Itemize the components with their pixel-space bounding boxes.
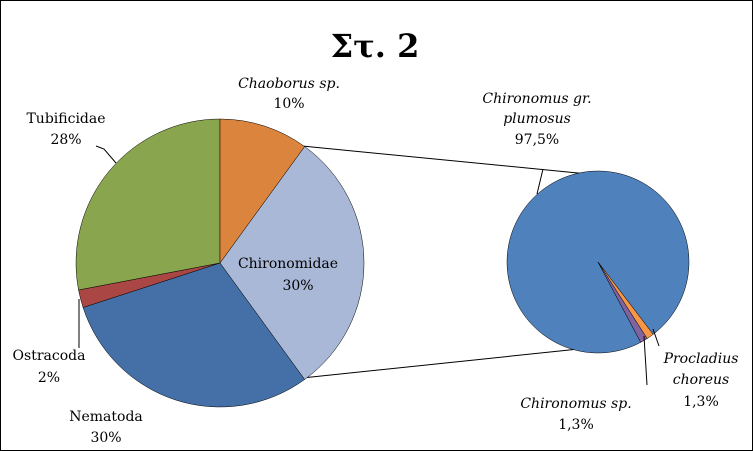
connector-line-top (301, 145, 599, 176)
slice-label: Chironomidae (238, 256, 338, 272)
pie-slice-chironomus-gr-plumosus (506, 170, 690, 354)
slice-label: Nematoda (69, 409, 143, 425)
pie-slice-chaoborus-sp (219, 118, 305, 264)
slice-value-label: 1,3% (683, 394, 719, 410)
slice-value-label: 1,3% (558, 417, 594, 433)
slice-value-label: 30% (90, 430, 121, 446)
connector-line-bottom (301, 346, 599, 379)
slice-label: Chaoborus sp. (238, 76, 340, 92)
slice-value-label: 2% (38, 370, 60, 386)
slice-label: Chironomus gr. (482, 91, 591, 107)
secondary-pie (506, 170, 690, 354)
slice-label-line2: plumosus (503, 111, 571, 127)
slice-label: Procladius (663, 351, 739, 367)
leader-line-procladius (652, 328, 660, 347)
chart-title: Στ. 2 (331, 27, 420, 65)
slice-value-label: 97,5% (515, 132, 559, 148)
leader-line-chironomus-sp (643, 335, 648, 386)
slice-value-label: 28% (50, 132, 81, 148)
slice-label: Tubificidae (26, 111, 105, 127)
pie-slice-tubificidae (75, 118, 221, 291)
leader-line-chironomus-plumosus (536, 168, 544, 195)
slice-label: Chironomus sp. (520, 396, 631, 412)
pie-slice-chironomidae (219, 146, 365, 380)
main-pie (75, 118, 365, 408)
slice-label-line2: choreus (673, 372, 729, 388)
slice-value-label: 10% (273, 96, 304, 112)
leader-line-tubificidae (95, 145, 117, 164)
slice-value-label: 30% (282, 278, 313, 294)
slice-label: Ostracoda (13, 348, 86, 364)
pie-slice-nematoda (82, 262, 305, 408)
